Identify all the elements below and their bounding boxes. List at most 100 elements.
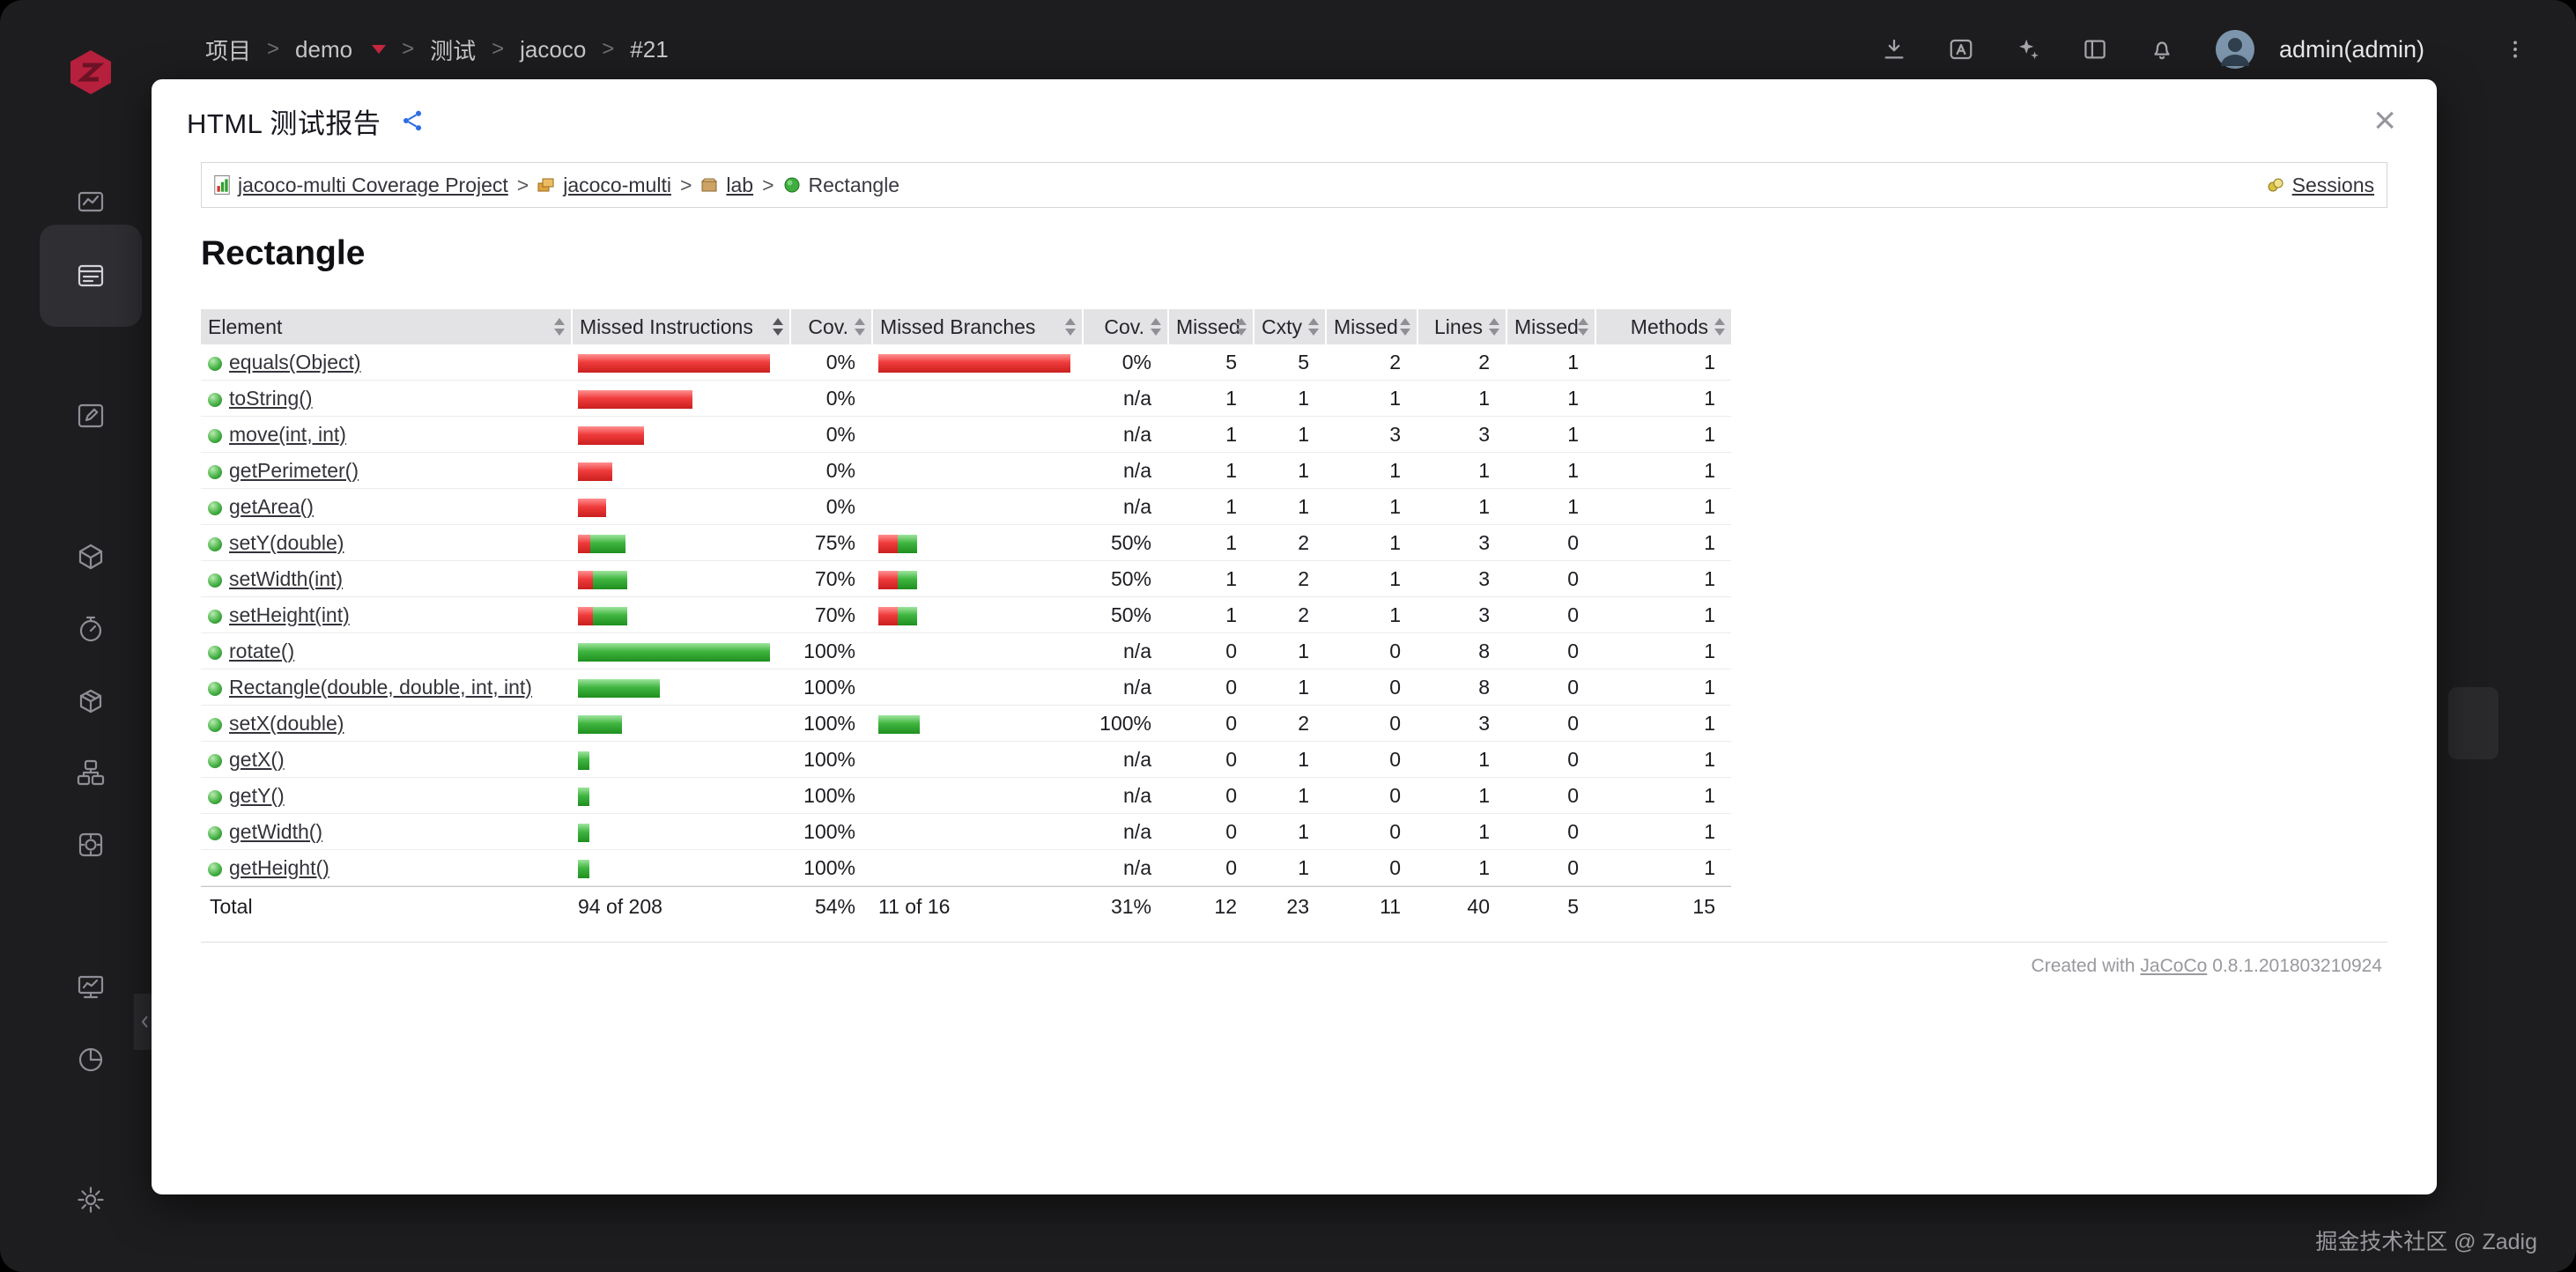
column-header-branches-coverage[interactable]: Cov. xyxy=(1082,309,1167,344)
sidebar-item-tests[interactable] xyxy=(66,604,115,654)
element-link[interactable]: setY(double) xyxy=(229,530,344,554)
total-lines: 40 xyxy=(1417,886,1506,927)
sidebar xyxy=(0,0,157,1272)
sort-icon[interactable] xyxy=(855,318,866,336)
element-link[interactable]: move(int, int) xyxy=(229,422,346,446)
jacoco-link[interactable]: JaCoCo xyxy=(2140,956,2208,976)
table-row: getWidth() 100% n/a 0 1 0 1 0 1 xyxy=(201,814,1731,850)
notification-icon[interactable] xyxy=(2149,36,2175,63)
lines-cell: 1 xyxy=(1417,381,1506,417)
lines-cell: 1 xyxy=(1417,778,1506,814)
breadcrumb-link-coverage-project[interactable]: jacoco-multi Coverage Project xyxy=(238,173,508,196)
sidebar-item-delivery[interactable] xyxy=(66,677,115,726)
element-link[interactable]: toString() xyxy=(229,386,313,410)
report-breadcrumb: jacoco-multi Coverage Project > jacoco-m… xyxy=(201,162,2387,208)
sort-icon[interactable] xyxy=(1578,318,1589,336)
missed-bar xyxy=(578,389,692,409)
share-icon[interactable] xyxy=(400,108,425,133)
column-header-missed-branches[interactable]: Missed Branches xyxy=(871,309,1082,344)
methods-cell: 1 xyxy=(1595,778,1731,814)
avatar[interactable] xyxy=(2215,30,2254,69)
element-link[interactable]: getHeight() xyxy=(229,855,329,879)
close-icon[interactable]: × xyxy=(2373,99,2396,142)
sidebar-item-compose[interactable] xyxy=(66,391,115,440)
sort-icon[interactable] xyxy=(1714,318,1726,336)
element-link[interactable]: setHeight(int) xyxy=(229,603,350,626)
sort-icon[interactable] xyxy=(554,318,566,336)
column-header-missed-instructions[interactable]: Missed Instructions xyxy=(571,309,789,344)
sort-icon[interactable] xyxy=(1151,318,1162,336)
instructions-bar-cell xyxy=(571,525,789,561)
missed-lines-cell: 0 xyxy=(1325,814,1417,850)
element-link[interactable]: rotate() xyxy=(229,639,295,662)
covered-bar xyxy=(878,714,920,734)
sparkles-icon[interactable] xyxy=(2015,36,2041,63)
sidebar-item-projects[interactable] xyxy=(40,225,142,327)
sidebar-item-environments[interactable] xyxy=(66,748,115,797)
lines-cell: 8 xyxy=(1417,633,1506,669)
table-row: setY(double) 75% 50% 1 2 1 3 0 1 xyxy=(201,525,1731,561)
total-missed-methods: 5 xyxy=(1506,886,1595,927)
covered-bar xyxy=(578,751,589,770)
download-icon[interactable] xyxy=(1881,36,1907,63)
element-link[interactable]: getY() xyxy=(229,783,285,807)
lines-cell: 1 xyxy=(1417,453,1506,489)
element-link[interactable]: getPerimeter() xyxy=(229,458,359,482)
report-footer: Created with JaCoCo 0.8.1.201803210924 xyxy=(2032,956,2387,977)
user-menu[interactable]: admin(admin) xyxy=(2278,35,2424,63)
sort-icon[interactable] xyxy=(1065,318,1077,336)
breadcrumb-separator: > xyxy=(402,37,415,61)
branches-coverage-cell: n/a xyxy=(1082,669,1167,706)
topbar: 项目 > demo > 测试 > jacoco > #21 xyxy=(148,0,2576,99)
sort-icon[interactable] xyxy=(1400,318,1411,336)
column-header-element[interactable]: Element xyxy=(201,309,571,344)
instructions-bar-cell xyxy=(571,489,789,525)
breadcrumb-separator: > xyxy=(492,37,505,61)
breadcrumb-separator: > xyxy=(679,173,692,196)
zadig-logo[interactable] xyxy=(66,48,115,97)
element-link[interactable]: setWidth(int) xyxy=(229,566,344,590)
element-link[interactable]: setX(double) xyxy=(229,711,344,735)
column-label: Missed Branches xyxy=(880,314,1036,338)
breadcrumb-item-test[interactable]: 测试 xyxy=(430,37,477,64)
column-header-methods[interactable]: Methods xyxy=(1595,309,1731,344)
table-row: getPerimeter() 0% n/a 1 1 1 1 1 1 xyxy=(201,453,1731,489)
breadcrumb-link-group[interactable]: jacoco-multi xyxy=(563,173,671,196)
methods-cell: 1 xyxy=(1595,344,1731,381)
branches-coverage-cell: 0% xyxy=(1082,344,1167,381)
breadcrumb-item-task-21[interactable]: #21 xyxy=(630,35,669,63)
sessions-link[interactable]: Sessions xyxy=(2291,173,2374,196)
sidebar-item-settings[interactable] xyxy=(66,1175,115,1224)
element-link[interactable]: getArea() xyxy=(229,494,314,518)
breadcrumb-link-package[interactable]: lab xyxy=(726,173,754,196)
sidebar-item-monitor[interactable] xyxy=(66,963,115,1012)
element-link[interactable]: equals(Object) xyxy=(229,350,361,373)
column-header-instructions-coverage[interactable]: Cov. xyxy=(789,309,871,344)
breadcrumb-item-demo[interactable]: demo xyxy=(295,35,353,63)
column-header-missed-methods[interactable]: Missed xyxy=(1506,309,1595,344)
element-link[interactable]: Rectangle(double, double, int, int) xyxy=(229,675,532,699)
column-header-lines[interactable]: Lines xyxy=(1417,309,1506,344)
layout-icon[interactable] xyxy=(2082,36,2108,63)
report-table-body: equals(Object) 0% 0% 5 5 2 2 1 1 toString() 0% n/a 1… xyxy=(201,344,1731,886)
sort-icon[interactable] xyxy=(1236,318,1247,336)
element-link[interactable]: getWidth() xyxy=(229,819,323,843)
sidebar-item-builds[interactable] xyxy=(66,532,115,581)
language-icon[interactable] xyxy=(1948,36,1974,63)
sidebar-item-dashboard[interactable] xyxy=(66,177,115,226)
sort-icon[interactable] xyxy=(1308,318,1320,336)
breadcrumb-item-jacoco[interactable]: jacoco xyxy=(520,35,587,63)
sidebar-item-insights[interactable] xyxy=(66,1035,115,1084)
instructions-coverage-cell: 0% xyxy=(789,417,871,453)
sidebar-item-plugins[interactable] xyxy=(66,820,115,869)
breadcrumb-item-projects[interactable]: 项目 xyxy=(205,37,252,64)
sort-icon[interactable] xyxy=(1489,318,1500,336)
column-header-missed-cxty[interactable]: Missed xyxy=(1167,309,1253,344)
more-icon[interactable] xyxy=(2504,38,2527,61)
column-header-cxty[interactable]: Cxty xyxy=(1253,309,1325,344)
missed-cxty-cell: 0 xyxy=(1167,669,1253,706)
sort-icon[interactable] xyxy=(773,318,784,336)
element-link[interactable]: getX() xyxy=(229,747,285,771)
column-header-missed-lines[interactable]: Missed xyxy=(1325,309,1417,344)
chevron-down-icon[interactable] xyxy=(372,45,387,54)
